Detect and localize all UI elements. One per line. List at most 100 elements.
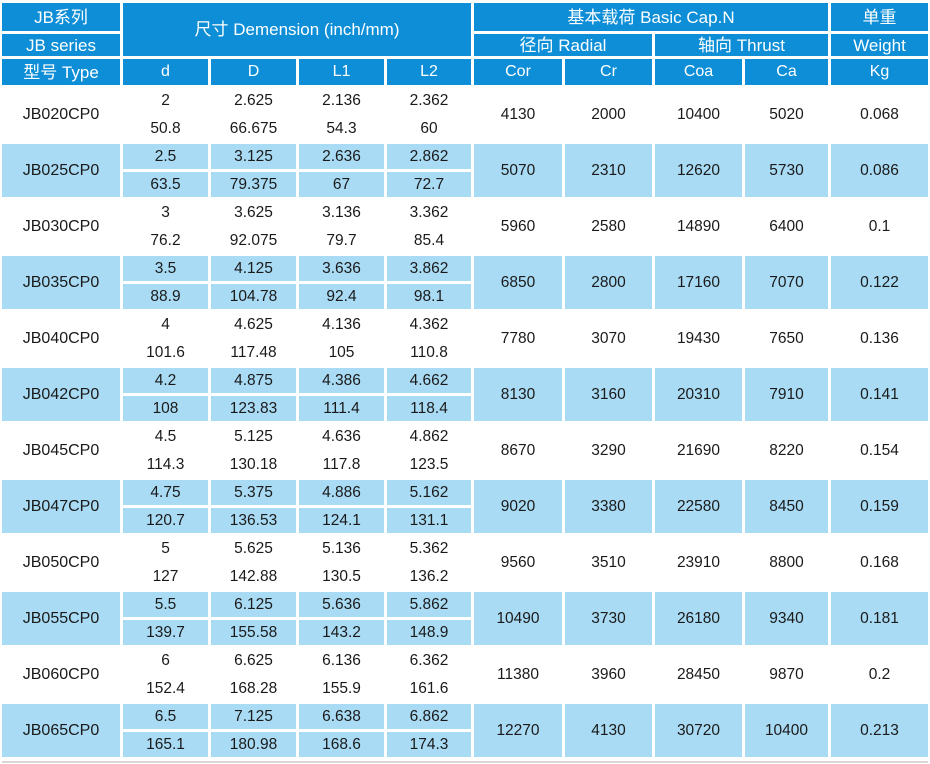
weight-cell: 0.159 — [831, 480, 928, 533]
dim-L2-mm-cell: 161.6 — [387, 676, 471, 701]
col-header-L2: L2 — [387, 59, 471, 85]
model-cell: JB055CP0 — [2, 592, 120, 645]
dim-D-inch-cell: 3.125 — [211, 144, 296, 169]
dim-L1-mm-cell: 111.4 — [299, 396, 384, 421]
load-Coa-cell: 26180 — [655, 592, 742, 645]
dim-D-inch-cell: 5.625 — [211, 536, 296, 561]
dim-L1-inch-cell: 6.136 — [299, 648, 384, 673]
dim-L1-inch-cell: 3.636 — [299, 256, 384, 281]
load-Ca-cell: 7650 — [745, 312, 828, 365]
weight-cell: 0.213 — [831, 704, 928, 757]
load-Ca-cell: 9870 — [745, 648, 828, 701]
dim-L2-inch-cell: 3.862 — [387, 256, 471, 281]
dim-L1-inch-cell: 4.386 — [299, 368, 384, 393]
dim-L2-inch-cell: 4.362 — [387, 312, 471, 337]
dim-L2-inch-cell: 6.862 — [387, 704, 471, 729]
load-Cor-cell: 6850 — [474, 256, 562, 309]
weight-cell: 0.086 — [831, 144, 928, 197]
weight-cell: 0.136 — [831, 312, 928, 365]
load-Ca-cell: 6400 — [745, 200, 828, 253]
load-Cor-cell: 4130 — [474, 88, 562, 141]
load-Coa-cell: 22580 — [655, 480, 742, 533]
dim-d-mm-cell: 76.2 — [123, 228, 208, 253]
dim-L1-inch-cell: 3.136 — [299, 200, 384, 225]
dim-L2-mm-cell: 148.9 — [387, 620, 471, 645]
dim-d-inch-cell: 4.75 — [123, 480, 208, 505]
col-header-d: d — [123, 59, 208, 85]
dim-D-mm-cell: 79.375 — [211, 172, 296, 197]
model-cell: JB042CP0 — [2, 368, 120, 421]
dim-L2-inch-cell: 5.362 — [387, 536, 471, 561]
dim-L2-mm-cell: 85.4 — [387, 228, 471, 253]
dim-L1-mm-cell: 105 — [299, 340, 384, 365]
load-Coa-cell: 30720 — [655, 704, 742, 757]
dim-L1-inch-cell: 6.638 — [299, 704, 384, 729]
dim-L2-inch-cell: 4.662 — [387, 368, 471, 393]
weight-cell: 0.122 — [831, 256, 928, 309]
load-Cr-cell: 2800 — [565, 256, 652, 309]
dim-d-inch-cell: 6 — [123, 648, 208, 673]
dim-d-mm-cell: 114.3 — [123, 452, 208, 477]
load-Coa-cell: 10400 — [655, 88, 742, 141]
dim-D-inch-cell: 3.625 — [211, 200, 296, 225]
dim-d-inch-cell: 2 — [123, 88, 208, 113]
weight-cell: 0.168 — [831, 536, 928, 589]
load-Cor-cell: 12270 — [474, 704, 562, 757]
col-header-L1: L1 — [299, 59, 384, 85]
dim-d-mm-cell: 63.5 — [123, 172, 208, 197]
col-header-Cr: Cr — [565, 59, 652, 85]
load-Ca-cell: 9340 — [745, 592, 828, 645]
dim-D-mm-cell: 168.28 — [211, 676, 296, 701]
dim-d-inch-cell: 4.2 — [123, 368, 208, 393]
thrust-group-header: 轴向 Thrust — [655, 34, 828, 56]
dim-d-mm-cell: 165.1 — [123, 732, 208, 757]
dim-L2-inch-cell: 6.362 — [387, 648, 471, 673]
load-Coa-cell: 20310 — [655, 368, 742, 421]
dim-L2-inch-cell: 4.862 — [387, 424, 471, 449]
dim-L2-inch-cell: 3.362 — [387, 200, 471, 225]
dimension-group-header: 尺寸 Demension (inch/mm) — [123, 3, 471, 56]
dim-L2-mm-cell: 72.7 — [387, 172, 471, 197]
model-cell: JB030CP0 — [2, 200, 120, 253]
col-header-Coa: Coa — [655, 59, 742, 85]
dim-d-mm-cell: 127 — [123, 564, 208, 589]
load-Coa-cell: 19430 — [655, 312, 742, 365]
dim-d-mm-cell: 139.7 — [123, 620, 208, 645]
weight-header-en: Weight — [831, 34, 928, 56]
dim-D-mm-cell: 104.78 — [211, 284, 296, 309]
dim-d-inch-cell: 3.5 — [123, 256, 208, 281]
model-cell: JB040CP0 — [2, 312, 120, 365]
dim-L1-inch-cell: 2.636 — [299, 144, 384, 169]
dim-L1-inch-cell: 4.886 — [299, 480, 384, 505]
load-Cr-cell: 3290 — [565, 424, 652, 477]
weight-cell: 0.154 — [831, 424, 928, 477]
dim-L2-inch-cell: 5.162 — [387, 480, 471, 505]
dim-D-inch-cell: 6.625 — [211, 648, 296, 673]
col-header-Kg: Kg — [831, 59, 928, 85]
weight-cell: 0.141 — [831, 368, 928, 421]
dim-D-mm-cell: 136.53 — [211, 508, 296, 533]
load-Ca-cell: 5020 — [745, 88, 828, 141]
load-Coa-cell: 28450 — [655, 648, 742, 701]
dim-L2-mm-cell: 174.3 — [387, 732, 471, 757]
load-Coa-cell: 23910 — [655, 536, 742, 589]
dim-d-mm-cell: 101.6 — [123, 340, 208, 365]
dim-d-inch-cell: 3 — [123, 200, 208, 225]
dim-L2-mm-cell: 118.4 — [387, 396, 471, 421]
load-Cr-cell: 3960 — [565, 648, 652, 701]
dim-L1-inch-cell: 5.136 — [299, 536, 384, 561]
dim-D-inch-cell: 4.625 — [211, 312, 296, 337]
load-Cr-cell: 2580 — [565, 200, 652, 253]
load-Cr-cell: 2310 — [565, 144, 652, 197]
dim-L1-mm-cell: 155.9 — [299, 676, 384, 701]
weight-cell: 0.1 — [831, 200, 928, 253]
dim-L2-inch-cell: 2.862 — [387, 144, 471, 169]
col-header-Cor: Cor — [474, 59, 562, 85]
weight-cell: 0.181 — [831, 592, 928, 645]
dim-L1-inch-cell: 4.136 — [299, 312, 384, 337]
load-Cor-cell: 9560 — [474, 536, 562, 589]
load-Coa-cell: 12620 — [655, 144, 742, 197]
load-Cor-cell: 10490 — [474, 592, 562, 645]
series-name-cn: JB系列 — [2, 3, 120, 31]
model-cell: JB020CP0 — [2, 88, 120, 141]
